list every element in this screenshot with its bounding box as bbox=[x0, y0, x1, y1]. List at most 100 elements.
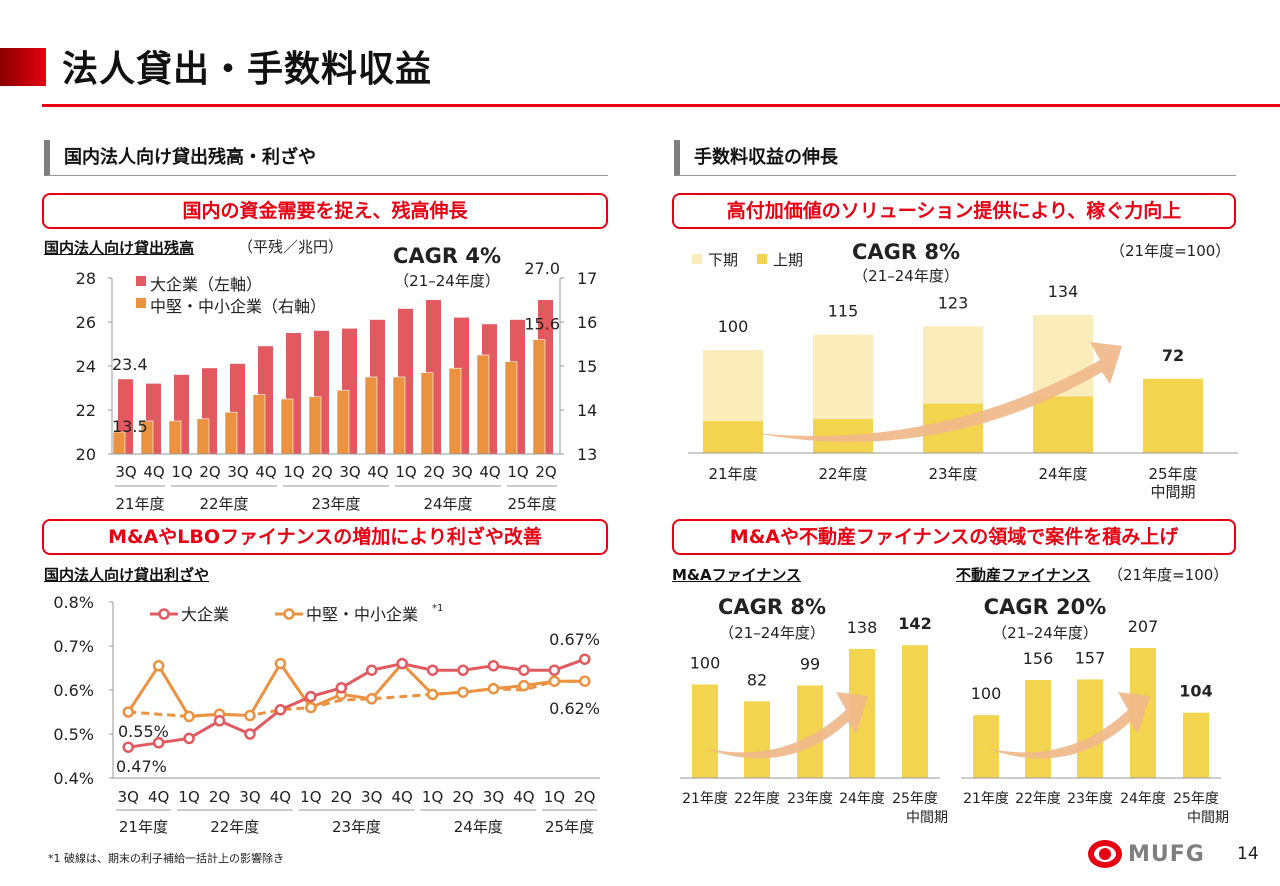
x-tick-label: 24年度 bbox=[1038, 465, 1087, 483]
y-tick-label-left: 24 bbox=[76, 357, 96, 376]
loans-cagr-period: （21–24年度） bbox=[394, 272, 500, 290]
data-label: 15.6 bbox=[524, 315, 560, 334]
legend-swatch-h1 bbox=[757, 254, 767, 264]
x-tick-label: 3Q bbox=[339, 463, 360, 481]
y-tick-label-left: 26 bbox=[76, 313, 96, 332]
bar bbox=[1077, 679, 1103, 778]
bar bbox=[1183, 712, 1209, 778]
data-point bbox=[152, 737, 165, 749]
y-tick-label-right: 17 bbox=[577, 269, 597, 288]
ma-cagr: CAGR 8% bbox=[717, 595, 827, 619]
y-tick-label: 0.8% bbox=[53, 593, 94, 612]
y-tick-label-right: 13 bbox=[577, 445, 597, 464]
x-tick-label: 1Q bbox=[171, 463, 192, 481]
group-label: 25年度 bbox=[507, 495, 556, 513]
data-label: 0.47% bbox=[116, 757, 167, 776]
group-label: 22年度 bbox=[210, 818, 259, 836]
data-label: 0.55% bbox=[118, 722, 169, 741]
bar-total-label: 100 bbox=[718, 317, 749, 336]
mufg-logo: MUFG bbox=[1088, 840, 1205, 868]
x-tick-label: 3Q bbox=[227, 463, 248, 481]
bar bbox=[902, 645, 928, 778]
title-divider bbox=[42, 104, 1280, 107]
bar-value-label: 104 bbox=[1179, 682, 1212, 701]
series-line bbox=[128, 679, 585, 718]
legend-swatch-large-corp bbox=[136, 276, 146, 286]
bar-value-label: 142 bbox=[898, 614, 931, 633]
x-tick-label: 4Q bbox=[148, 788, 169, 806]
bar-value-label: 157 bbox=[1075, 648, 1106, 667]
x-tick-label: 3Q bbox=[118, 788, 139, 806]
data-label: 23.4 bbox=[112, 355, 148, 374]
data-point bbox=[365, 693, 378, 705]
loans-unit: （平残／兆円） bbox=[238, 238, 344, 256]
mufg-logo-icon bbox=[1088, 840, 1122, 868]
x-tick-label: 1Q bbox=[422, 788, 443, 806]
x-tick-label: 4Q bbox=[143, 463, 164, 481]
x-tick-label: 1Q bbox=[544, 788, 565, 806]
x-tick-label: 3Q bbox=[451, 463, 472, 481]
y-tick-label: 0.7% bbox=[53, 637, 94, 656]
data-point bbox=[183, 732, 195, 745]
footnote-mark: *1 bbox=[432, 603, 443, 614]
data-point bbox=[487, 682, 500, 695]
re-base-note: （21年度=100） bbox=[1108, 566, 1229, 584]
x-tick-label: 1Q bbox=[283, 463, 304, 481]
banner-fees: 高付加価値のソリューション提供により、稼ぐ力向上 bbox=[672, 193, 1236, 229]
title-accent-bar bbox=[0, 48, 46, 86]
page-title: 法人貸出・手数料収益 bbox=[62, 49, 433, 90]
x-tick-label: 25年度 bbox=[1148, 465, 1197, 483]
loans-bar-chart: 20 22 24 26 28 13 14 15 16 17 3Q 4Q 1Q 2Q 3Q 4Q 1Q 2Q 3Q 4Q… bbox=[76, 259, 598, 513]
x-tick-label: 3Q bbox=[361, 788, 382, 806]
data-point bbox=[335, 682, 348, 694]
y-tick-label-left: 22 bbox=[76, 401, 96, 420]
section-title-fees: 手数料収益の伸長 bbox=[674, 140, 1236, 176]
spread-line-chart: 0.4% 0.5% 0.6% 0.7% 0.8% 3Q 4Q 1Q 2Q 3Q 4Q 1Q 2Q 3Q 4Q… bbox=[53, 593, 600, 836]
data-label: 0.62% bbox=[549, 699, 600, 718]
x-tick-label: 2Q bbox=[311, 463, 332, 481]
bar bbox=[973, 715, 999, 778]
x-tick-label: 2Q bbox=[199, 463, 220, 481]
re-chart-title: 不動産ファイナンス bbox=[956, 566, 1091, 584]
x-tick-label: 3Q bbox=[239, 788, 260, 806]
data-point bbox=[579, 653, 591, 665]
data-point bbox=[426, 664, 439, 676]
data-point bbox=[183, 710, 195, 723]
y-tick-label: 0.4% bbox=[53, 769, 94, 788]
x-tick-label: 21年度 bbox=[708, 465, 757, 483]
legend-label-mid-small: 中堅・中小企業（右軸） bbox=[150, 297, 326, 316]
bar-value-label: 138 bbox=[847, 618, 878, 637]
x-tick-label: 中間期 bbox=[906, 810, 948, 826]
data-point bbox=[122, 741, 134, 753]
banner-finance: M&Aや不動産ファイナンスの領域で案件を積み上げ bbox=[672, 519, 1236, 555]
spread-chart-title: 国内法人向け貸出利ざや bbox=[44, 566, 210, 584]
y-tick-label-right: 14 bbox=[577, 401, 597, 420]
group-label: 23年度 bbox=[311, 495, 360, 513]
re-cagr: CAGR 20% bbox=[983, 595, 1107, 619]
data-point bbox=[518, 679, 530, 692]
data-point bbox=[152, 660, 165, 672]
series-line bbox=[128, 657, 586, 749]
data-point bbox=[122, 706, 134, 718]
data-point bbox=[274, 704, 287, 716]
legend-marker-mid-small bbox=[283, 608, 295, 620]
x-tick-label: 23年度 bbox=[928, 465, 977, 483]
bar-second-half bbox=[703, 350, 763, 422]
fee-cagr: CAGR 8% bbox=[851, 240, 961, 264]
x-tick-label: 4Q bbox=[255, 463, 276, 481]
data-point bbox=[518, 664, 530, 676]
x-tick-label: 23年度 bbox=[787, 791, 833, 807]
data-point bbox=[487, 660, 500, 672]
series-line bbox=[126, 660, 585, 718]
group-label: 22年度 bbox=[199, 495, 248, 513]
data-point bbox=[305, 701, 317, 714]
x-tick-label: 25年度 bbox=[1173, 791, 1219, 807]
x-tick-label: 24年度 bbox=[1120, 791, 1166, 807]
legend-label-mid-small: 中堅・中小企業 bbox=[306, 605, 418, 624]
re-cagr-period: （21–24年度） bbox=[992, 624, 1098, 642]
bar-total-label: 115 bbox=[828, 302, 859, 321]
data-point bbox=[548, 675, 561, 687]
x-tick-label: 4Q bbox=[367, 463, 388, 481]
x-tick-label: 4Q bbox=[513, 788, 534, 806]
bar-value-label: 99 bbox=[800, 654, 820, 673]
